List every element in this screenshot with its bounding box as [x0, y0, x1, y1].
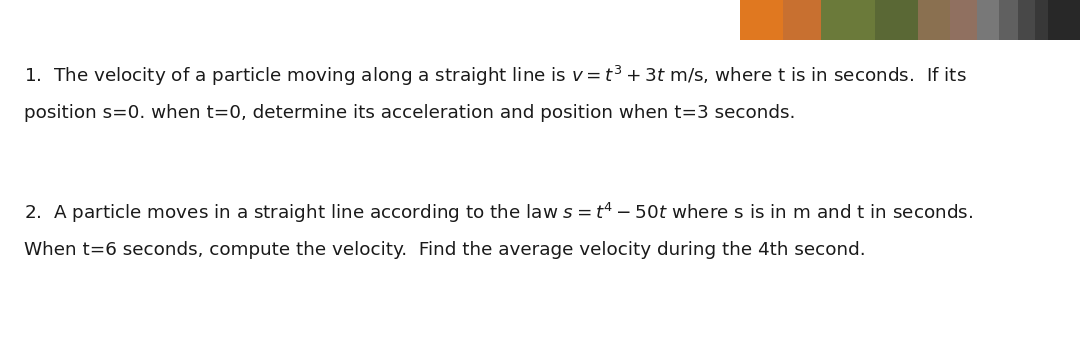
Text: position s=0. when t=0, determine its acceleration and position when t=3 seconds: position s=0. when t=0, determine its ac… — [24, 104, 795, 122]
Text: When t=6 seconds, compute the velocity.  Find the average velocity during the 4t: When t=6 seconds, compute the velocity. … — [24, 241, 865, 259]
Text: 2.  A particle moves in a straight line according to the law $s = t^4 - 50t$ whe: 2. A particle moves in a straight line a… — [24, 201, 973, 225]
Text: 1.  The velocity of a particle moving along a straight line is $v = t^3 + 3t$ m/: 1. The velocity of a particle moving alo… — [24, 64, 967, 88]
